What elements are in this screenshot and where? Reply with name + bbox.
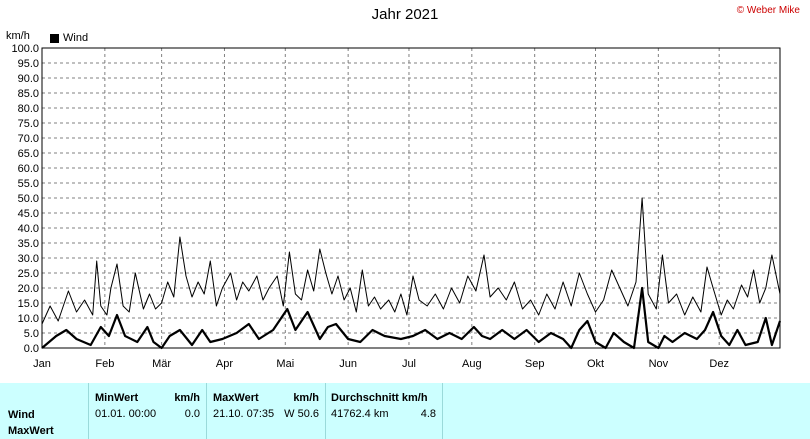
x-tick-label-okt: Okt [587,358,604,370]
x-tick-label-sep: Sep [525,358,545,370]
x-tick-label-jan: Jan [33,358,51,370]
x-tick-label-mai: Mai [276,358,294,370]
x-tick-label-dez: Dez [709,358,729,370]
y-tick-label: 65.0 [18,148,39,160]
y-tick-label: 20.0 [18,283,39,295]
plot-frame [41,47,781,349]
stats-row-labels: Wind MaxWert [8,407,54,439]
chart-grid [42,48,780,348]
y-tick-label: 10.0 [18,313,39,325]
y-tick-label: 5.0 [24,328,39,340]
y-tick-label: 95.0 [18,58,39,70]
y-tick-label: 35.0 [18,238,39,250]
y-tick-label: 0.0 [24,343,39,355]
avg-value: 4.8 [420,408,436,420]
copyright-text: © Weber Mike [736,5,800,16]
max-header: MaxWert [213,392,259,404]
y-tick-label: 55.0 [18,178,39,190]
min-date: 01.01. 00:00 [95,408,157,420]
y-tick-label: 40.0 [18,223,39,235]
min-stats-block: MinWert km/h 01.01. 00:00 0.0 [88,383,206,439]
y-tick-label: 90.0 [18,73,39,85]
legend-label-wind: Wind [63,32,89,44]
x-tick-label-jul: Jul [402,358,416,370]
max-stats-block: MaxWert km/h 21.10. 07:35 W 50.6 [206,383,325,439]
row-label-maxwert: MaxWert [8,425,54,437]
max-date: 21.10. 07:35 [213,408,275,420]
y-tick-label: 25.0 [18,268,39,280]
x-tick-label-nov: Nov [649,358,669,370]
x-tick-label-jun: Jun [339,358,357,370]
min-unit: km/h [174,392,200,404]
min-value: 0.0 [184,408,200,420]
wind-chart: 0.0 5.0 10.0 15.0 20.0 25.0 30.0 35.0 40.0 45.0 50… [11,43,782,370]
y-axis-unit-label: km/h [6,30,30,42]
legend-swatch [50,33,59,43]
series-line-maxwert [41,197,781,325]
legend: Wind [50,32,88,44]
max-unit: km/h [293,392,319,404]
min-header: MinWert [95,392,139,404]
y-tick-label: 50.0 [18,193,39,205]
y-tick-label: 30.0 [18,253,39,265]
stats-panel: Wind MaxWert MinWert km/h 01.01. 00:00 0… [0,383,810,439]
y-tick-label: 45.0 [18,208,39,220]
x-tick-label-aug: Aug [462,358,482,370]
y-tick-label: 100.0 [11,43,39,55]
y-tick-label: 80.0 [18,103,39,115]
chart-title: Jahr 2021 [371,6,439,23]
avg-stats-block: Durchschnitt km/h 41762.4 km 4.8 [325,383,443,439]
y-tick-label: 15.0 [18,298,39,310]
y-axis-ticks: 0.0 5.0 10.0 15.0 20.0 25.0 30.0 35.0 40.0 45.0 50… [11,43,39,355]
max-value: W 50.6 [284,408,319,420]
y-tick-label: 70.0 [18,133,39,145]
x-tick-label-mär: Mär [152,358,171,370]
x-axis-ticks: Jan Feb Mär Apr Mai Jun Jul Aug Sep Okt Nov Dez [33,358,729,370]
x-tick-label-apr: Apr [216,358,233,370]
row-label-wind: Wind [8,409,35,421]
avg-distance: 41762.4 km [331,408,389,420]
y-tick-label: 60.0 [18,163,39,175]
y-tick-label: 85.0 [18,88,39,100]
x-tick-label-feb: Feb [95,358,114,370]
y-tick-label: 75.0 [18,118,39,130]
avg-header: Durchschnitt km/h [331,392,428,404]
